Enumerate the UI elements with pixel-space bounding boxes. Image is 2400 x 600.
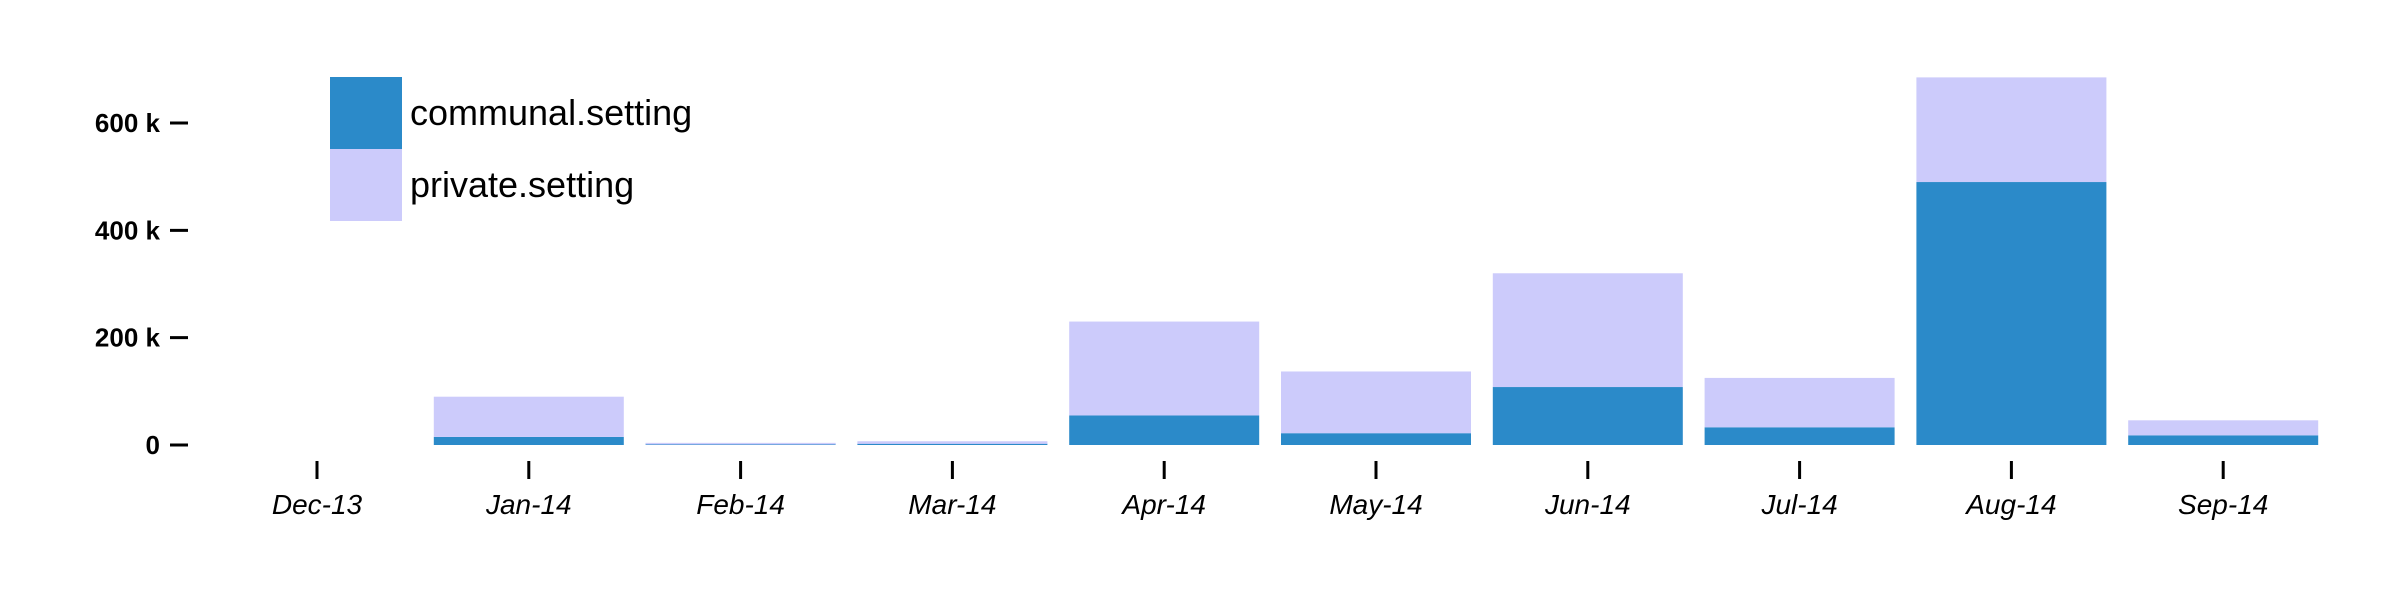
bar-private-feb-14 — [645, 442, 836, 445]
x-tick-label: Feb-14 — [696, 489, 785, 520]
bar-private-may-14 — [1281, 371, 1471, 434]
x-tick-label: Aug-14 — [1964, 489, 2056, 520]
bar-private-sep-14 — [2128, 420, 2319, 436]
bar-private-aug-14 — [1916, 77, 2107, 183]
x-tick-label: Jul-14 — [1760, 489, 1837, 520]
bar-private-mar-14 — [857, 441, 1048, 444]
y-tick-label: 0 — [146, 430, 160, 460]
y-axis: 0 200 k 400 k 600 k — [95, 108, 188, 460]
bar-private-jul-14 — [1704, 377, 1895, 428]
bar-communal-may-14 — [1281, 433, 1471, 445]
legend-swatch-communal — [330, 77, 402, 149]
x-tick-label: Apr-14 — [1120, 489, 1206, 520]
bar-communal-jun-14 — [1492, 387, 1683, 445]
x-axis: Dec-13 Jan-14 Feb-14 Mar-14 Apr-14 May-14 Jun-… — [272, 461, 2268, 520]
x-tick-label: Jun-14 — [1544, 489, 1631, 520]
y-tick-label: 200 k — [95, 323, 161, 353]
legend-swatch-private — [330, 149, 402, 221]
bar-communal-jan-14 — [433, 436, 624, 445]
bar-communal-aug-14 — [1916, 182, 2107, 446]
bar-private-jun-14 — [1492, 273, 1683, 388]
x-tick-label: Jan-14 — [485, 489, 572, 520]
bar-communal-sep-14 — [2128, 435, 2319, 445]
x-tick-label: Sep-14 — [2178, 489, 2268, 520]
y-tick-label: 600 k — [95, 108, 161, 138]
x-tick-label: May-14 — [1329, 489, 1422, 520]
legend: communal.setting private.setting — [330, 77, 692, 221]
bar-private-jan-14 — [433, 396, 624, 437]
legend-label-private: private.setting — [410, 164, 634, 205]
x-tick-label: Dec-13 — [272, 489, 363, 520]
bar-communal-apr-14 — [1069, 415, 1260, 445]
bar-communal-mar-14 — [857, 443, 1048, 445]
x-tick-label: Mar-14 — [908, 489, 996, 520]
bars — [433, 77, 2319, 446]
bar-communal-jul-14 — [1704, 427, 1895, 445]
legend-label-communal: communal.setting — [410, 92, 692, 133]
y-tick-label: 400 k — [95, 215, 161, 245]
bar-private-apr-14 — [1069, 321, 1260, 416]
